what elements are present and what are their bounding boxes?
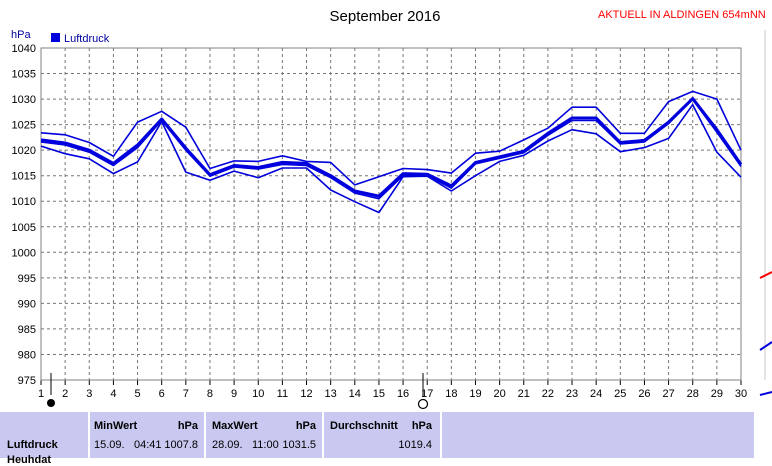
max-date: 28.09.: [212, 439, 243, 451]
stats-min-cell: MinWert hPa 15.09. 04:41 1007.8: [90, 412, 206, 458]
x-tick-label: 17: [421, 388, 433, 400]
y-tick-label: 1025: [12, 120, 36, 132]
x-tick-label: 12: [300, 388, 312, 400]
stats-right-gap: [756, 412, 772, 458]
y-tick-label: 1020: [12, 145, 36, 157]
min-header: MinWert: [94, 420, 138, 432]
stats-row-label: Luftdruck: [7, 439, 58, 451]
x-tick-label: 2: [62, 388, 68, 400]
right-panel-fragment-blue2: [759, 391, 772, 396]
legend-swatch: [51, 33, 60, 42]
y-tick-label: 995: [18, 273, 36, 285]
x-tick-label: 21: [518, 388, 530, 400]
avg-value: 1019.4: [398, 439, 432, 451]
y-tick-label: 1035: [12, 69, 36, 81]
stats-avg-cell: Durchschnitt hPa 1019.4: [324, 412, 442, 458]
stats-max-cell: MaxWert hPa 28.09. 11:00 1031.5: [206, 412, 324, 458]
x-tick-label: 1: [38, 388, 44, 400]
x-tick-label: 11: [277, 388, 288, 400]
avg-header: Durchschnitt: [330, 420, 398, 432]
min-unit: hPa: [177, 420, 198, 432]
x-tick-label: 13: [325, 388, 337, 400]
x-tick-label: 10: [252, 388, 264, 400]
max-time: 11:00: [252, 439, 279, 451]
legend-label: Luftdruck: [64, 33, 110, 45]
max-value: 1031.5: [282, 439, 316, 451]
series-line-avg: [40, 98, 742, 200]
x-tick-labels: 1 2 3 4 5 6 7 8 9 10 11 12 13 14 15 16 17 18 19 20 21 22 23 24 2…: [38, 388, 747, 400]
y-tick-label: 980: [18, 349, 36, 361]
x-tick-label: 27: [662, 388, 674, 400]
x-tick-label: 25: [614, 388, 626, 400]
moon-new-icon: [47, 399, 55, 407]
stats-panel: Luftdruck Heuhdat MinWert hPa 15.09. 04:…: [0, 412, 772, 466]
min-date: 15.09.: [94, 439, 125, 451]
stats-empty-cell: [442, 412, 756, 458]
y-tick-label: 975: [18, 375, 36, 387]
plot-frame: [40, 47, 742, 381]
min-value: 1007.8: [164, 439, 198, 451]
right-panel-fragment-blue: [759, 341, 772, 351]
x-tick-label: 20: [493, 388, 505, 400]
x-tick-label: 6: [159, 388, 165, 400]
x-tick-label: 9: [231, 388, 237, 400]
pressure-chart: 9759809859909951000100510101015102010251…: [11, 8, 772, 410]
y-tick-label: 1030: [12, 94, 36, 106]
series-line-min: [40, 103, 742, 214]
x-tick-label: 22: [542, 388, 554, 400]
x-tick-label: 28: [687, 388, 699, 400]
y-tick-label: 1010: [12, 196, 36, 208]
y-tick-label: 1005: [12, 222, 36, 234]
x-tick-label: 30: [735, 388, 747, 400]
x-tick-label: 19: [469, 388, 481, 400]
stats-row-label-cut: Heuhdat: [7, 454, 51, 466]
x-tick-label: 26: [638, 388, 650, 400]
series-line-max: [40, 90, 742, 186]
stats-label-cell: Luftdruck Heuhdat: [0, 412, 90, 466]
min-time: 04:41: [134, 439, 162, 451]
y-unit-label: hPa: [11, 29, 31, 41]
x-tick-label: 15: [373, 388, 385, 400]
y-tick-label: 1000: [12, 247, 36, 259]
max-unit: hPa: [295, 420, 316, 432]
x-tick-label: 18: [445, 388, 457, 400]
x-tick-label: 3: [86, 388, 92, 400]
y-tick-label: 1015: [12, 171, 36, 183]
station-label: AKTUELL IN ALDINGEN 654mNN: [598, 9, 766, 21]
x-tick-label: 23: [566, 388, 578, 400]
avg-unit: hPa: [411, 420, 432, 432]
right-panel-fragment-red: [759, 271, 772, 279]
x-tick-label: 4: [110, 388, 116, 400]
x-tick-label: 29: [711, 388, 723, 400]
x-tick-label: 7: [183, 388, 189, 400]
chart-title: September 2016: [330, 8, 441, 25]
y-tick-labels: 975 980 985 990 995 1000 1005 1010 1015 1020 1025 1…: [12, 43, 36, 387]
x-tick-label: 5: [134, 388, 140, 400]
x-tick-label: 24: [590, 388, 602, 400]
y-tick-label: 990: [18, 298, 36, 310]
y-tick-label: 1040: [12, 43, 36, 55]
x-tick-label: 14: [349, 388, 361, 400]
moon-full-icon: [417, 398, 429, 410]
series-line-mean: [40, 97, 743, 198]
max-header: MaxWert: [212, 420, 258, 432]
y-tick-label: 985: [18, 324, 36, 336]
x-tick-label: 16: [397, 388, 409, 400]
x-tick-label: 8: [207, 388, 213, 400]
series-lines: [40, 90, 743, 214]
